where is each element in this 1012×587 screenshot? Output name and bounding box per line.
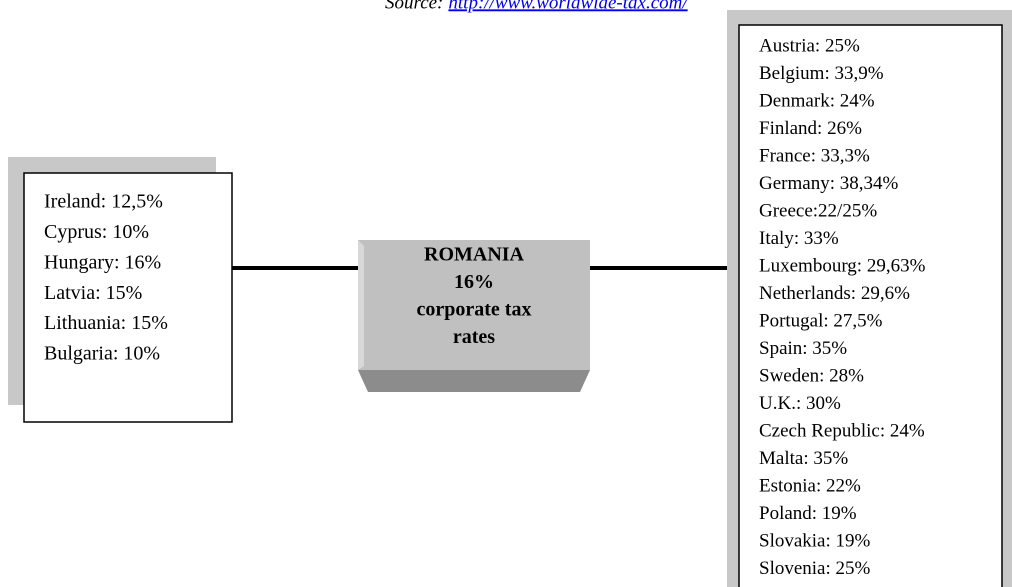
left-item: Latvia: 15% [44, 282, 142, 304]
right-item: U.K.: 30% [759, 393, 841, 414]
center-box-edge [358, 240, 364, 370]
right-item: Spain: 35% [759, 338, 847, 359]
right-item: Luxembourg: 29,63% [759, 255, 926, 276]
center-box-face [358, 240, 590, 370]
right-item: Italy: 33% [759, 228, 839, 249]
right-item: Finland: 26% [759, 118, 862, 139]
right-item: Estonia: 22% [759, 475, 861, 496]
center-line: rates [453, 326, 495, 348]
source-link[interactable]: http://www.worldwide-tax.com/ [448, 0, 689, 13]
center-line: corporate tax [417, 299, 532, 321]
center-line: 16% [454, 271, 494, 293]
right-item: Portugal: 27,5% [759, 310, 883, 331]
right-item: Czech Republic: 24% [759, 420, 925, 441]
right-item: France: 33,3% [759, 145, 870, 166]
left-box [23, 172, 233, 423]
left-item: Bulgaria: 10% [44, 343, 160, 365]
right-item: Germany: 38,34% [759, 173, 898, 194]
right-item: Belgium: 33,9% [759, 63, 884, 84]
right-item: Austria: 25% [759, 35, 860, 56]
right-item: Sweden: 28% [759, 365, 864, 386]
right-item: Malta: 35% [759, 448, 848, 469]
right-item: Slovakia: 19% [759, 530, 871, 551]
left-item: Cyprus: 10% [44, 221, 149, 243]
right-item: Denmark: 24% [759, 90, 875, 111]
right-box [738, 24, 1003, 587]
center-line: ROMANIA [424, 244, 525, 266]
right-item: Poland: 19% [759, 503, 857, 524]
right-item: Netherlands: 29,6% [759, 283, 910, 304]
left-item: Lithuania: 15% [44, 312, 168, 334]
center-box-bevel [358, 370, 590, 392]
right-item: Slovenia: 25% [759, 558, 871, 579]
right-item: Greece:22/25% [759, 200, 877, 221]
source-label: Source: [385, 0, 443, 13]
left-item: Hungary: 16% [44, 251, 161, 273]
left-item: Ireland: 12,5% [44, 191, 163, 213]
